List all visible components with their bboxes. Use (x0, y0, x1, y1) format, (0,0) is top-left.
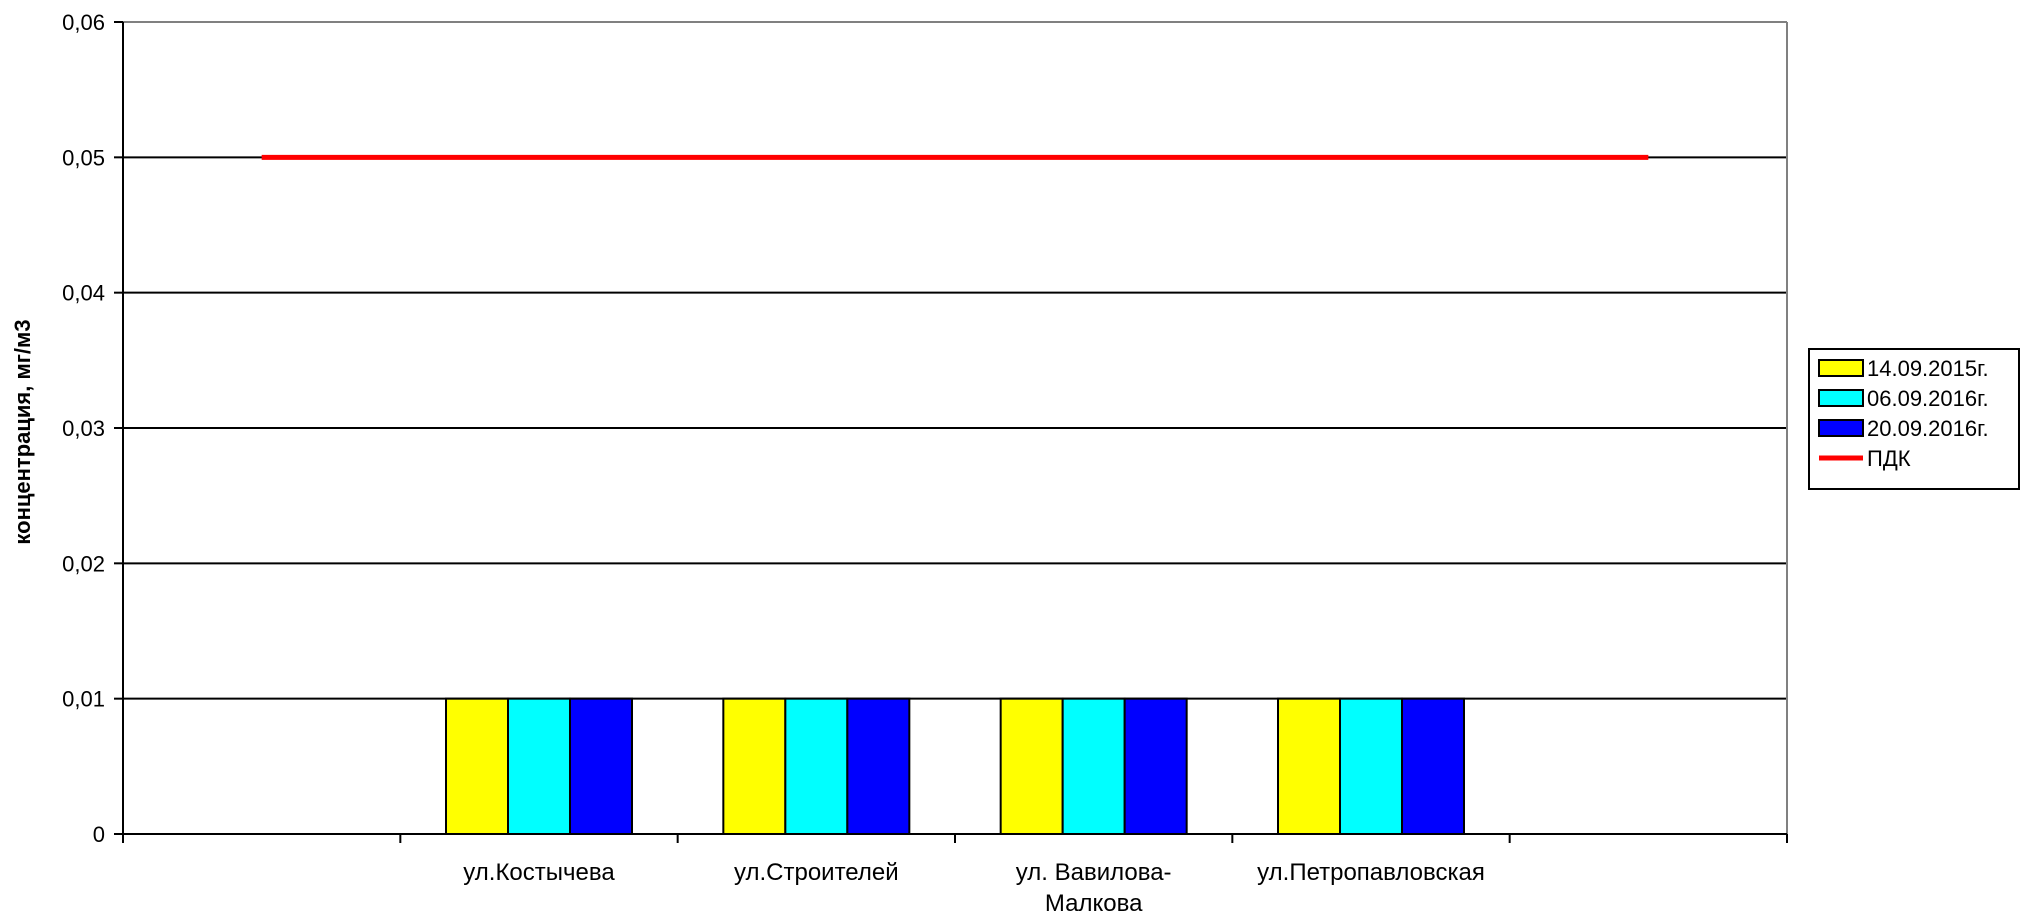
legend: 14.09.2015г. 06.09.2016г. 20.09.2016г. ПДК (1808, 348, 2020, 490)
x-category-label: ул.Строителей (734, 859, 899, 886)
y-tick-label: 0,01 (62, 687, 105, 712)
legend-label: 20.09.2016г. (1867, 416, 1989, 441)
y-tick-label: 0 (93, 822, 105, 847)
bar (445, 697, 509, 836)
bar (1277, 697, 1341, 836)
axes (114, 21, 1788, 843)
bar (507, 697, 571, 836)
x-category-label: ул.Петропавловская (1257, 859, 1485, 886)
legend-label: 14.09.2015г. (1867, 356, 1989, 381)
bar (722, 697, 787, 836)
legend-swatch (1818, 419, 1864, 437)
y-tick-label: 0,02 (62, 551, 105, 576)
bar (784, 697, 849, 836)
bar (846, 697, 911, 836)
bar (1123, 697, 1188, 836)
legend-label: ПДК (1867, 446, 1911, 471)
legend-swatch (1818, 389, 1864, 407)
bar (569, 697, 633, 836)
gridlines (123, 21, 1787, 700)
y-tick-label: 0,06 (62, 10, 105, 35)
bar (1061, 697, 1126, 836)
x-category-label: Малкова (1045, 890, 1143, 917)
bars (445, 697, 1465, 836)
y-axis-label: концентрация, мг/м3 (10, 319, 35, 544)
y-tick-label: 0,04 (62, 281, 105, 306)
legend-swatch (1818, 359, 1864, 377)
y-tick-labels: 0 0,01 0,02 0,03 0,04 0,05 0,06 (62, 10, 105, 847)
x-category-label: ул. Вавилова- (1016, 859, 1172, 886)
y-tick-label: 0,03 (62, 416, 105, 441)
x-category-label: ул.Костычева (463, 859, 615, 886)
legend-label: 06.09.2016г. (1867, 386, 1989, 411)
bar (1339, 697, 1403, 836)
bar (999, 697, 1064, 836)
x-category-labels: ул.Костычева ул.Строителей ул. Вавилова- Ма… (463, 859, 1485, 917)
bar (1401, 697, 1465, 836)
y-tick-label: 0,05 (62, 145, 105, 170)
